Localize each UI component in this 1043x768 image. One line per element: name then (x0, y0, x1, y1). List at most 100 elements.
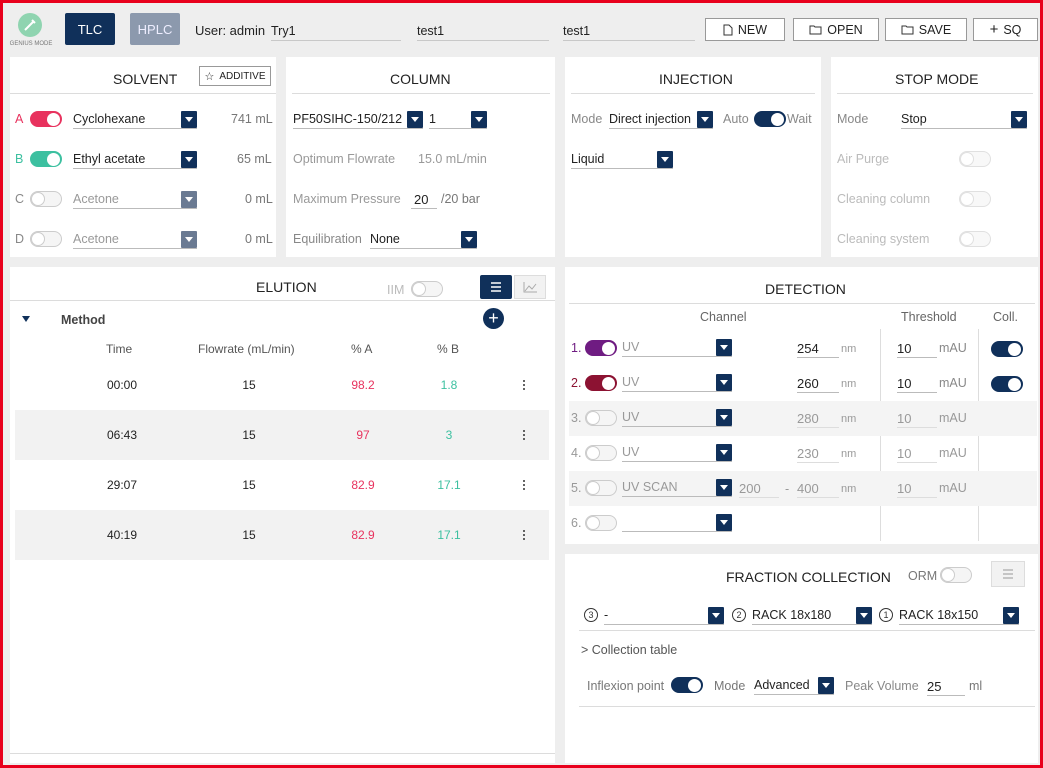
channel-1-wavelength-input[interactable]: 254 (797, 340, 839, 358)
new-label: NEW (737, 22, 768, 37)
list-view-button[interactable] (480, 275, 512, 299)
column-count-select[interactable]: 1 (429, 110, 487, 129)
chevron-down-icon (716, 444, 732, 461)
channel-6-type-select[interactable] (622, 513, 732, 532)
channel-1-type-select[interactable]: UV (622, 338, 732, 357)
nm-unit: nm (841, 483, 857, 495)
run-name-field[interactable]: Try1 (271, 23, 401, 41)
channel-5-type-select[interactable]: UV SCAN (622, 478, 732, 497)
logo-text: GENIUS MODE (9, 41, 53, 47)
channel-2-threshold-input[interactable]: 10 (897, 375, 937, 393)
more-options-icon[interactable] (523, 430, 526, 441)
wait-label: Wait (787, 112, 812, 126)
threshold-header: Threshold (901, 310, 957, 324)
channel-2-wavelength-input[interactable]: 260 (797, 375, 839, 393)
channel-3-toggle[interactable] (585, 410, 617, 426)
additive-button[interactable]: ☆ ADDITIVE (199, 66, 271, 86)
collection-table-toggle[interactable]: > Collection table (581, 643, 678, 657)
channel-4-type-select[interactable]: UV (622, 443, 732, 462)
channel-1-toggle[interactable] (585, 340, 617, 356)
sq-button[interactable]: + SQ (973, 18, 1038, 41)
chart-view-button[interactable] (514, 275, 546, 299)
channel-5-wavelength-input[interactable]: 400 (797, 480, 839, 498)
save-button[interactable]: SAVE (885, 18, 967, 41)
channel-4-toggle[interactable] (585, 445, 617, 461)
column-model-select[interactable]: PF50SIHC-150/212 (293, 110, 423, 129)
injection-mode-select[interactable]: Direct injection (609, 110, 713, 129)
channel-3-wavelength-input[interactable]: 280 (797, 410, 839, 428)
chevron-down-icon (716, 374, 732, 391)
more-options-icon[interactable] (523, 480, 526, 491)
peak-volume-input[interactable]: 25 (927, 678, 965, 696)
chevron-down-icon (1011, 111, 1027, 128)
fraction-menu-button[interactable] (991, 561, 1025, 587)
rack-3-select[interactable]: - (604, 606, 724, 625)
more-options-icon[interactable] (523, 380, 526, 391)
mau-unit: mAU (939, 376, 967, 390)
table-row[interactable]: 00:00 15 98.2 1.8 (15, 360, 549, 410)
collapse-method-icon[interactable] (22, 316, 30, 322)
solvent-c-select[interactable]: Acetone (73, 190, 197, 209)
time-cell: 00:00 (106, 378, 138, 392)
divider (10, 753, 555, 754)
genius-mode-logo[interactable]: GENIUS MODE (9, 13, 53, 53)
add-step-button[interactable]: + (483, 308, 504, 329)
solvent-d-toggle[interactable] (30, 231, 62, 247)
channel-4-wavelength-input[interactable]: 230 (797, 445, 839, 463)
auto-wait-toggle[interactable] (754, 111, 786, 127)
cleaning-column-label: Cleaning column (837, 192, 931, 206)
table-row[interactable]: 06:43 15 97 3 (15, 410, 549, 460)
divider (569, 303, 1035, 304)
tlc-button[interactable]: TLC (65, 13, 115, 45)
solvent-d-select[interactable]: Acetone (73, 230, 197, 249)
rack-2-select[interactable]: RACK 18x180 (752, 606, 872, 625)
divider (571, 93, 815, 94)
inflexion-point-toggle[interactable] (671, 677, 703, 693)
channel-3-type-select[interactable]: UV (622, 408, 732, 427)
solvent-b-select[interactable]: Ethyl acetate (73, 150, 197, 169)
hplc-button[interactable]: HPLC (130, 13, 180, 45)
flow-cell: 15 (242, 528, 256, 542)
nm-unit: nm (841, 413, 857, 425)
max-pressure-input[interactable]: 20 (411, 191, 437, 209)
air-purge-toggle[interactable] (959, 151, 991, 167)
solvent-a-toggle[interactable] (30, 111, 62, 127)
cleaning-column-toggle[interactable] (959, 191, 991, 207)
solvent-c-toggle[interactable] (30, 191, 62, 207)
fraction-mode-select[interactable]: Advanced (754, 676, 834, 695)
new-button[interactable]: NEW (705, 18, 785, 41)
table-row[interactable]: 29:07 15 82.9 17.1 (15, 460, 549, 510)
channel-1-threshold-input[interactable]: 10 (897, 340, 937, 358)
table-row[interactable]: 40:19 15 82.9 17.1 (15, 510, 549, 560)
stop-mode-select[interactable]: Stop (901, 110, 1027, 129)
orm-toggle[interactable] (940, 567, 972, 583)
chevron-down-icon (181, 111, 197, 128)
pb-cell: 17.1 (437, 528, 461, 542)
channel-4-threshold-input[interactable]: 10 (897, 445, 937, 463)
solvent-b-toggle[interactable] (30, 151, 62, 167)
solvent-a-select[interactable]: Cyclohexane (73, 110, 197, 129)
channel-2-type-select[interactable]: UV (622, 373, 732, 392)
optimum-flowrate-label: Optimum Flowrate (293, 152, 396, 166)
open-button[interactable]: OPEN (793, 18, 879, 41)
channel-2-toggle[interactable] (585, 375, 617, 391)
sample-field[interactable]: test1 (417, 23, 549, 41)
comment-field[interactable]: test1 (563, 23, 695, 41)
channel-1-collect-toggle[interactable] (991, 341, 1023, 357)
cleaning-system-toggle[interactable] (959, 231, 991, 247)
rack-1-select[interactable]: RACK 18x150 (899, 606, 1019, 625)
injection-type-select[interactable]: Liquid (571, 150, 673, 169)
channel-5-toggle[interactable] (585, 480, 617, 496)
nm-unit: nm (841, 448, 857, 460)
pa-cell: 82.9 (351, 478, 375, 492)
equilibration-select[interactable]: None (370, 230, 477, 249)
channel-2-collect-toggle[interactable] (991, 376, 1023, 392)
more-options-icon[interactable] (523, 530, 526, 541)
iim-toggle[interactable] (411, 281, 443, 297)
column-panel: COLUMN (286, 57, 555, 257)
channel-5-threshold-input[interactable]: 10 (897, 480, 937, 498)
channel-5-wavelength-from-input[interactable]: 200 (739, 480, 779, 498)
channel-6-toggle[interactable] (585, 515, 617, 531)
channel-3-threshold-input[interactable]: 10 (897, 410, 937, 428)
